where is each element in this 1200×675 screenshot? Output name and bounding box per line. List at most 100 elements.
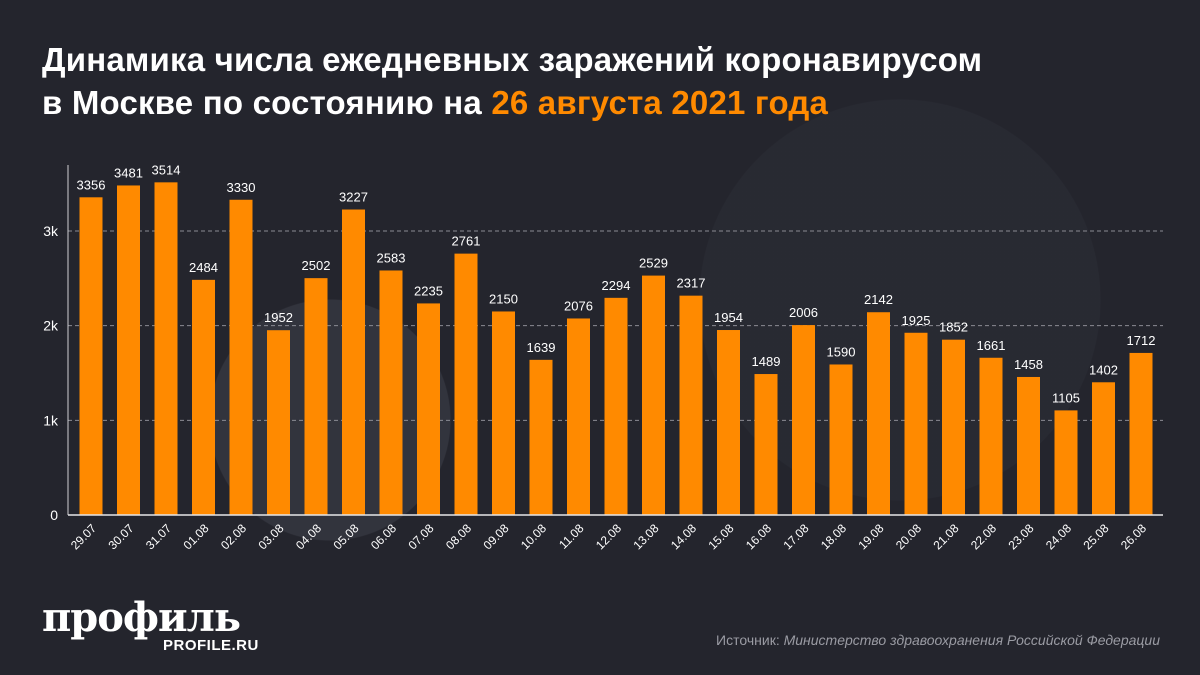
x-tick-label: 15.08: [705, 521, 736, 552]
bar: [379, 270, 403, 515]
data-label: 1402: [1089, 362, 1118, 377]
data-label: 1925: [902, 313, 931, 328]
x-tick-label: 30.07: [105, 521, 136, 552]
data-label: 1661: [977, 338, 1006, 353]
bar: [567, 318, 590, 515]
bar: [304, 278, 328, 515]
x-tick-label: 29.07: [68, 521, 99, 552]
x-tick-label: 17.08: [780, 521, 811, 552]
data-label: 1489: [752, 354, 781, 369]
data-label: 1712: [1127, 333, 1156, 348]
x-tick-label: 23.08: [1005, 521, 1036, 552]
data-label: 2317: [677, 276, 706, 291]
x-tick-label: 20.08: [893, 521, 924, 552]
bar: [1054, 410, 1078, 515]
bar: [1017, 376, 1040, 515]
bar: [79, 197, 103, 516]
bar: [792, 325, 815, 515]
profile-logo: профиль: [42, 594, 241, 641]
bar: [267, 330, 290, 515]
bar: [679, 295, 703, 515]
x-tick-label: 07.08: [405, 521, 436, 552]
data-label: 3514: [152, 162, 181, 177]
x-tick-label: 13.08: [630, 521, 661, 552]
x-tick-label: 10.08: [518, 521, 549, 552]
bar: [717, 330, 740, 515]
data-label: 1590: [827, 344, 856, 359]
data-label: 2583: [377, 250, 406, 265]
data-label: 2294: [602, 278, 631, 293]
bar: [829, 364, 853, 515]
x-tick-label: 04.08: [293, 521, 324, 552]
y-tick-label: 2k: [43, 318, 59, 334]
data-label: 2761: [452, 234, 481, 249]
bar: [867, 312, 890, 515]
data-label: 1639: [527, 340, 556, 355]
x-tick-label: 01.08: [180, 521, 211, 552]
bar: [154, 182, 178, 515]
chart-title: Динамика числа ежедневных заражений коро…: [42, 38, 982, 124]
data-label: 2529: [639, 256, 668, 271]
x-tick-label: 18.08: [818, 521, 849, 552]
x-tick-label: 31.07: [143, 521, 174, 552]
data-label: 2150: [489, 291, 518, 306]
bar: [642, 275, 665, 515]
x-tick-label: 11.08: [556, 521, 587, 552]
x-tick-label: 09.08: [480, 521, 511, 552]
title-line-2-prefix: в Москве по состоянию на: [42, 84, 492, 121]
data-label: 2006: [789, 305, 818, 320]
data-label: 1952: [264, 310, 293, 325]
x-tick-label: 21.08: [930, 521, 961, 552]
source-note: Источник: Министерство здравоохранения Р…: [716, 632, 1160, 648]
source-text: Министерство здравоохранения Российской …: [783, 632, 1160, 648]
x-tick-label: 02.08: [218, 521, 249, 552]
x-tick-label: 03.08: [255, 521, 286, 552]
x-tick-label: 14.08: [668, 521, 699, 552]
x-tick-label: 08.08: [443, 521, 474, 552]
bar: [342, 209, 365, 515]
bar: [492, 311, 515, 515]
data-label: 2076: [564, 298, 593, 313]
bar: [192, 279, 215, 515]
x-tick-label: 16.08: [743, 521, 774, 552]
data-label: 2502: [302, 258, 331, 273]
bar: [1092, 382, 1115, 515]
bar: [942, 339, 965, 515]
data-label: 2484: [189, 260, 218, 275]
x-tick-label: 26.08: [1118, 521, 1149, 552]
x-tick-label: 19.08: [855, 521, 886, 552]
title-line-1: Динамика числа ежедневных заражений коро…: [42, 41, 983, 78]
bar: [417, 303, 440, 515]
bar: [604, 297, 628, 515]
bar: [979, 357, 1003, 515]
x-tick-label: 25.08: [1080, 521, 1111, 552]
bar: [117, 185, 140, 515]
source-label: Источник:: [716, 632, 784, 648]
data-label: 2142: [864, 292, 893, 307]
x-tick-label: 06.08: [368, 521, 399, 552]
data-label: 3356: [77, 177, 106, 192]
y-tick-label: 3k: [43, 223, 59, 239]
title-date-highlight: 26 августа 2021 года: [491, 84, 829, 121]
x-tick-label: 22.08: [968, 521, 999, 552]
data-label: 1105: [1052, 390, 1080, 405]
data-label: 1852: [939, 320, 968, 335]
bar: [229, 199, 253, 515]
x-tick-label: 12.08: [593, 521, 624, 552]
data-label: 3330: [227, 180, 256, 195]
bar: [754, 374, 778, 515]
x-tick-label: 05.08: [330, 521, 361, 552]
data-label: 3481: [114, 165, 143, 180]
data-label: 1458: [1014, 357, 1043, 372]
data-label: 2235: [414, 283, 443, 298]
bar: [454, 253, 478, 515]
profile-logo-sub: PROFILE.RU: [163, 637, 259, 654]
bar: [904, 332, 928, 515]
data-label: 1954: [714, 310, 743, 325]
y-tick-label: 0: [50, 507, 58, 523]
bar: [1129, 352, 1153, 515]
y-tick-label: 1k: [43, 412, 59, 428]
x-tick-label: 24.08: [1043, 521, 1074, 552]
